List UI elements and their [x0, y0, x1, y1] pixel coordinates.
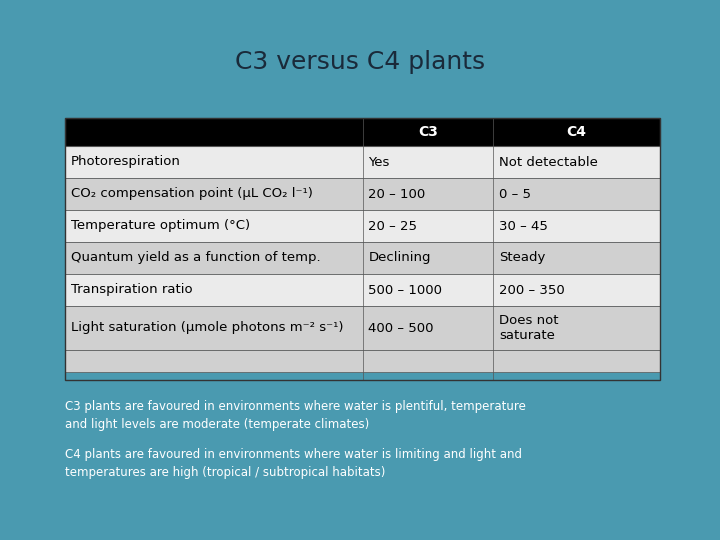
Text: 30 – 45: 30 – 45: [500, 219, 548, 233]
Text: Yes: Yes: [369, 156, 390, 168]
Text: Quantum yield as a function of temp.: Quantum yield as a function of temp.: [71, 252, 320, 265]
Bar: [65, 146, 660, 178]
Text: Does not
saturate: Does not saturate: [500, 314, 559, 342]
Text: 200 – 350: 200 – 350: [500, 284, 565, 296]
Text: Transpiration ratio: Transpiration ratio: [71, 284, 193, 296]
Text: Declining: Declining: [369, 252, 431, 265]
Bar: [65, 210, 660, 242]
Text: Not detectable: Not detectable: [500, 156, 598, 168]
Text: C3 plants are favoured in environments where water is plentiful, temperature
and: C3 plants are favoured in environments w…: [65, 400, 526, 431]
Text: 400 – 500: 400 – 500: [369, 321, 434, 334]
Text: Steady: Steady: [500, 252, 546, 265]
Bar: [65, 274, 660, 306]
Bar: [65, 306, 660, 350]
Text: 0 – 5: 0 – 5: [500, 187, 531, 200]
Text: C3 versus C4 plants: C3 versus C4 plants: [235, 50, 485, 74]
Bar: [65, 178, 660, 210]
Bar: [65, 350, 660, 372]
Bar: [65, 242, 660, 274]
Text: Light saturation (μmole photons m⁻² s⁻¹): Light saturation (μmole photons m⁻² s⁻¹): [71, 321, 343, 334]
Text: Photorespiration: Photorespiration: [71, 156, 181, 168]
Text: 20 – 25: 20 – 25: [369, 219, 418, 233]
Text: Temperature optimum (°C): Temperature optimum (°C): [71, 219, 250, 233]
Text: 500 – 1000: 500 – 1000: [369, 284, 443, 296]
Bar: [65, 118, 660, 146]
Text: C4: C4: [567, 125, 587, 139]
Text: 20 – 100: 20 – 100: [369, 187, 426, 200]
Text: C4 plants are favoured in environments where water is limiting and light and
tem: C4 plants are favoured in environments w…: [65, 448, 522, 479]
Text: C3: C3: [418, 125, 438, 139]
Text: CO₂ compensation point (μL CO₂ l⁻¹): CO₂ compensation point (μL CO₂ l⁻¹): [71, 187, 313, 200]
Bar: [65, 118, 660, 380]
